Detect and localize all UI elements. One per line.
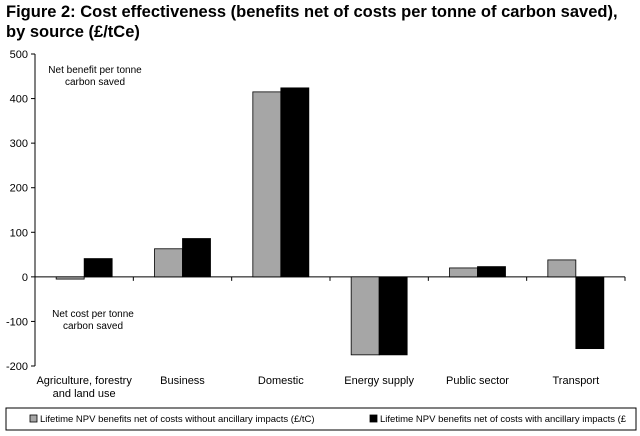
legend-label: Lifetime NPV benefits net of costs with … — [380, 414, 627, 425]
bar-without-ancillary — [252, 91, 282, 278]
bar-with-ancillary — [477, 266, 506, 278]
y-tick-label: -200 — [6, 361, 28, 373]
bar-without-ancillary — [154, 248, 183, 278]
y-tick-label: 200 — [10, 183, 28, 195]
bar-without-ancillary — [350, 276, 380, 356]
bar-with-ancillary — [182, 238, 211, 278]
bar-without-ancillary — [547, 259, 577, 278]
y-tick-label: -100 — [6, 316, 28, 328]
bar-without-ancillary — [55, 276, 85, 280]
x-category-label: Public sector — [446, 375, 509, 387]
y-tick-label: 500 — [10, 49, 28, 61]
x-category-label: Business — [160, 375, 205, 387]
legend-swatch — [369, 414, 378, 423]
legend: Lifetime NPV benefits net of costs witho… — [5, 407, 637, 431]
y-tick-label: 400 — [10, 94, 28, 106]
chart-title: Figure 2: Cost effectiveness (benefits n… — [6, 3, 618, 41]
legend-swatch — [29, 414, 38, 423]
x-category-label: Agriculture, forestry and land use — [36, 375, 132, 400]
bar-with-ancillary — [83, 258, 113, 278]
bar-without-ancillary — [449, 267, 478, 278]
y-tick-label: 100 — [10, 227, 28, 239]
x-category-label: Domestic — [258, 375, 304, 387]
annotation-net-cost: Net cost per tonne carbon saved — [52, 309, 134, 332]
axes — [31, 53, 626, 367]
y-tick-label: 0 — [22, 272, 28, 284]
labels: -200 -100 0 100 200 300 400 500 Agriculture, for… — [6, 49, 599, 400]
legend-label: Lifetime NPV benefits net of costs witho… — [40, 414, 315, 425]
x-category-label: Energy supply — [344, 375, 414, 387]
bar-with-ancillary — [378, 276, 408, 356]
bars — [55, 87, 605, 356]
legend-box — [5, 407, 637, 431]
bar-with-ancillary — [280, 87, 310, 278]
bar-with-ancillary — [575, 276, 605, 350]
x-category-label: Transport — [552, 375, 599, 387]
y-tick-label: 300 — [10, 138, 28, 150]
annotation-net-benefit: Net benefit per tonne carbon saved — [48, 65, 142, 88]
